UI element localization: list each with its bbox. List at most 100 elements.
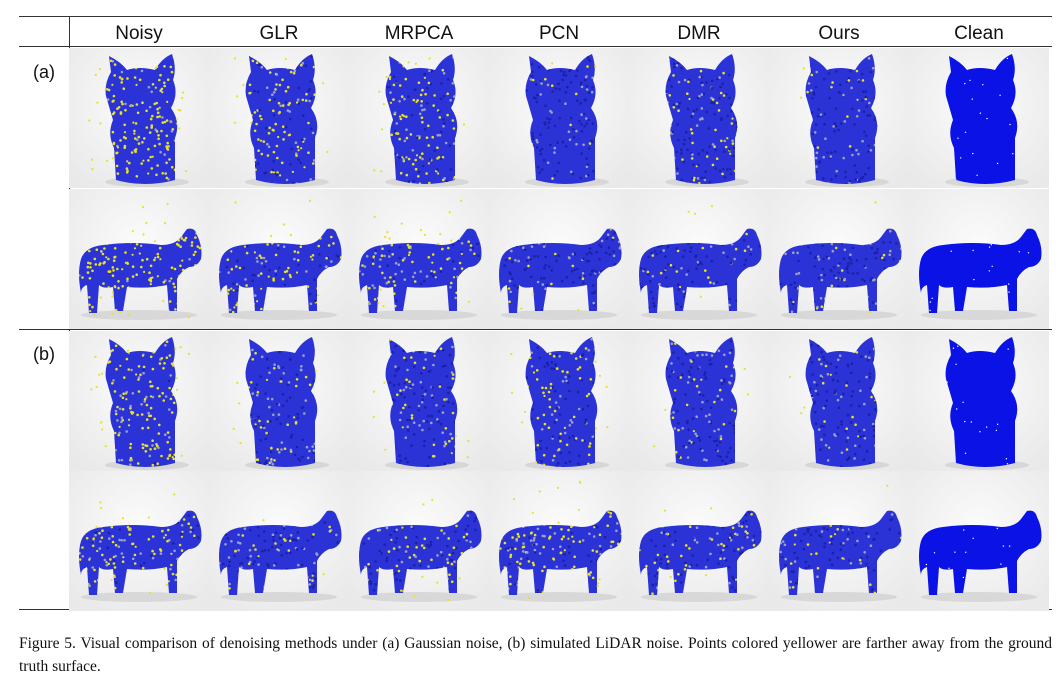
point — [827, 72, 831, 75]
point — [864, 134, 868, 138]
point — [703, 176, 706, 180]
point — [889, 249, 892, 253]
point — [294, 384, 298, 388]
point — [591, 86, 594, 89]
point — [672, 106, 676, 109]
point — [164, 343, 167, 347]
point — [135, 242, 139, 246]
point — [398, 84, 402, 87]
point — [117, 106, 121, 109]
point — [542, 245, 546, 248]
point — [408, 251, 411, 254]
point — [120, 420, 123, 424]
point — [150, 90, 153, 94]
point — [709, 281, 712, 284]
point — [155, 101, 158, 105]
point — [592, 170, 595, 173]
point — [460, 242, 464, 245]
point — [141, 141, 144, 144]
point — [145, 395, 148, 399]
point — [575, 142, 578, 146]
point — [707, 276, 710, 279]
point — [151, 114, 154, 118]
point — [412, 179, 416, 183]
outlier-point — [267, 275, 270, 278]
point — [657, 245, 660, 249]
ground-shadow — [921, 310, 1037, 320]
outlier-point — [158, 106, 161, 109]
point — [103, 247, 106, 250]
point — [651, 254, 655, 257]
point — [873, 251, 877, 255]
point — [168, 354, 172, 357]
point — [117, 459, 121, 462]
point — [289, 70, 293, 74]
point — [255, 256, 259, 260]
point — [664, 276, 668, 279]
point — [111, 349, 114, 352]
point — [581, 277, 585, 280]
point — [685, 130, 688, 134]
point — [585, 157, 588, 160]
point — [266, 420, 270, 423]
point — [675, 247, 679, 250]
point — [677, 109, 680, 112]
outlier-point — [326, 150, 329, 153]
point — [710, 86, 714, 90]
point — [683, 138, 686, 142]
point — [724, 145, 728, 149]
point — [888, 253, 891, 257]
point — [694, 254, 698, 257]
outlier-point — [94, 355, 97, 359]
point — [286, 383, 290, 387]
point — [830, 151, 833, 154]
point — [113, 247, 117, 250]
point — [831, 249, 835, 253]
point — [988, 270, 990, 272]
point — [435, 168, 439, 171]
outlier-point — [277, 135, 280, 139]
outlier-point — [176, 388, 179, 391]
point — [585, 165, 589, 169]
point — [697, 263, 700, 267]
point — [166, 457, 170, 460]
outlier-point — [434, 276, 437, 279]
point — [144, 450, 148, 453]
header-rule — [19, 46, 1052, 47]
point — [664, 267, 668, 270]
point — [680, 148, 683, 152]
point — [163, 120, 167, 124]
point — [713, 112, 716, 116]
point — [853, 164, 857, 167]
point — [742, 239, 746, 242]
outlier-point — [308, 199, 312, 202]
point — [150, 124, 154, 127]
point — [258, 108, 261, 112]
cat-surface — [385, 54, 458, 184]
point — [531, 131, 534, 135]
point — [293, 257, 296, 261]
point — [390, 243, 394, 247]
point — [251, 279, 255, 282]
outlier-point — [269, 234, 273, 238]
point — [392, 83, 396, 87]
point — [120, 81, 123, 84]
point — [109, 59, 113, 63]
point — [442, 118, 445, 121]
point — [705, 155, 709, 158]
point — [509, 290, 512, 294]
point — [536, 165, 540, 169]
point — [282, 245, 286, 248]
point — [652, 301, 655, 305]
point — [136, 111, 140, 115]
point — [701, 83, 704, 87]
point — [394, 272, 397, 276]
point — [258, 254, 262, 257]
point — [605, 251, 608, 255]
outlier-point — [151, 155, 154, 158]
point — [848, 145, 852, 148]
point — [112, 141, 116, 145]
point — [550, 269, 554, 272]
outlier-point — [373, 215, 376, 218]
point — [305, 92, 308, 96]
